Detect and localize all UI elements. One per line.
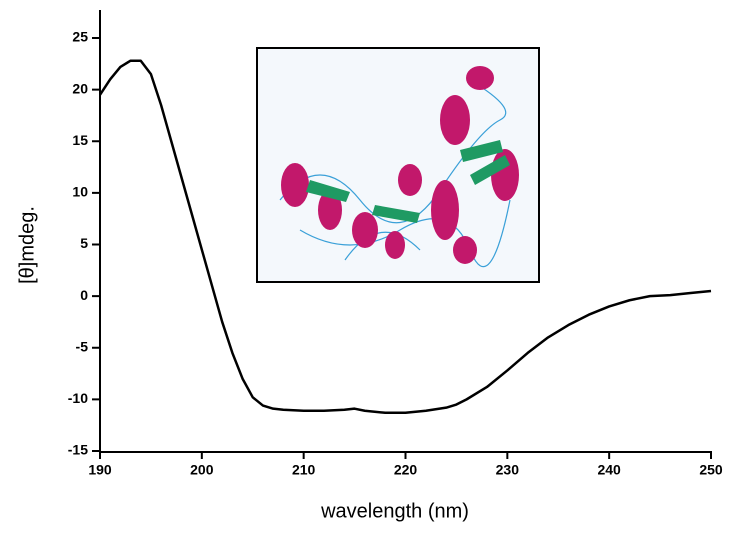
data-line [98,59,712,415]
x-tick-label: 200 [190,462,214,478]
y-tick-label: 5 [80,235,88,251]
y-axis-label: [θ]mdeg. [16,206,38,284]
x-tick-label: 230 [496,462,520,478]
y-tick-label: -5 [76,338,89,354]
y-tick-label: 0 [80,287,88,303]
y-tick-label: 15 [72,132,88,148]
x-tick-label: 220 [394,462,418,478]
x-tick-label: 190 [88,462,112,478]
inset-image [256,47,540,283]
y-tick-label: -10 [68,390,88,406]
y-tick-label: -15 [68,442,88,458]
y-tick-label: 20 [72,80,88,96]
x-axis-label: wavelength (nm) [320,500,469,522]
x-tick-label: 240 [597,462,621,478]
x-tick-label: 250 [699,462,723,478]
x-tick-label: 210 [292,462,316,478]
y-tick-label: 10 [72,184,88,200]
y-tick-label: 25 [72,29,88,45]
